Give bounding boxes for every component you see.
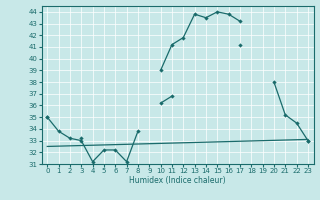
X-axis label: Humidex (Indice chaleur): Humidex (Indice chaleur) <box>129 176 226 185</box>
